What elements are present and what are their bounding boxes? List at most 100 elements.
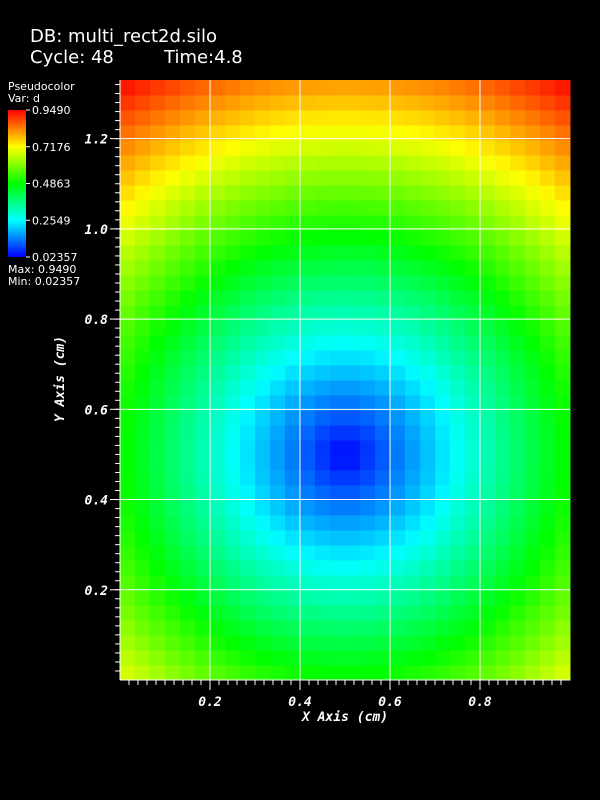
heatmap-cell [540,485,556,501]
heatmap-cell [315,230,331,246]
heatmap-cell [285,500,301,516]
heatmap-cell [150,125,166,141]
heatmap-cell [150,485,166,501]
heatmap-cell [180,530,196,546]
heatmap-cell [120,125,136,141]
heatmap-cell [510,395,526,411]
heatmap-cell [375,635,391,651]
heatmap-cell [435,635,451,651]
heatmap-cell [240,470,256,486]
heatmap-cell [210,335,226,351]
heatmap-cell [435,650,451,666]
heatmap-cell [450,185,466,201]
heatmap-cell [495,515,511,531]
heatmap-cell [375,290,391,306]
heatmap-cell [180,410,196,426]
heatmap-cell [390,470,406,486]
heatmap-cell [195,380,211,396]
heatmap-cell [225,650,241,666]
heatmap-cell [255,440,271,456]
heatmap-cell [120,635,136,651]
heatmap-cell [300,335,316,351]
heatmap-cell [225,110,241,126]
heatmap-cell [360,365,376,381]
heatmap-cell [360,95,376,111]
heatmap-cell [540,650,556,666]
heatmap-cell [165,335,181,351]
heatmap-cell [255,320,271,336]
heatmap-cell [210,515,226,531]
heatmap-cell [120,425,136,441]
heatmap-cell [420,95,436,111]
heatmap-cell [555,380,571,396]
heatmap-cell [150,245,166,261]
heatmap-cell [165,200,181,216]
heatmap-cell [240,80,256,96]
legend-tick-label: 0.02357 [32,251,78,264]
heatmap-cell [375,515,391,531]
heatmap-cell [300,650,316,666]
heatmap-cell [135,590,151,606]
heatmap-cell [525,605,541,621]
heatmap-cell [225,140,241,156]
heatmap-cell [420,620,436,636]
heatmap-cell [300,155,316,171]
heatmap-cell [405,320,421,336]
heatmap-cell [270,215,286,231]
heatmap-cell [465,185,481,201]
heatmap-cell [525,425,541,441]
heatmap-cell [240,380,256,396]
heatmap-cell [135,80,151,96]
heatmap-cell [240,110,256,126]
heatmap-cell [225,305,241,321]
heatmap-cell [315,95,331,111]
heatmap-cell [360,290,376,306]
heatmap-cell [465,545,481,561]
heatmap-cell [315,665,331,681]
heatmap-cell [195,500,211,516]
heatmap-cell [525,635,541,651]
heatmap-cell [375,425,391,441]
heatmap-cell [315,140,331,156]
heatmap-cell [555,215,571,231]
heatmap-cell [375,80,391,96]
heatmap-cell [540,440,556,456]
heatmap-cell [225,410,241,426]
heatmap-cell [240,665,256,681]
heatmap-cell [210,470,226,486]
heatmap-cell [135,650,151,666]
heatmap-cell [195,155,211,171]
heatmap-cell [195,515,211,531]
heatmap-cell [150,590,166,606]
heatmap-cell [375,485,391,501]
heatmap-cell [210,170,226,186]
heatmap-cell [480,320,496,336]
heatmap-cell [435,380,451,396]
heatmap-cell [180,275,196,291]
heatmap-cell [300,320,316,336]
heatmap-cell [135,410,151,426]
heatmap-cell [360,200,376,216]
heatmap-cell [180,665,196,681]
heatmap-cell [465,215,481,231]
heatmap-cell [375,560,391,576]
heatmap-cell [210,530,226,546]
heatmap-cell [300,185,316,201]
heatmap-cell [195,545,211,561]
heatmap-cell [165,170,181,186]
heatmap-cell [285,110,301,126]
heatmap-cell [135,230,151,246]
heatmap-cell [135,500,151,516]
heatmap-cell [555,395,571,411]
heatmap-cell [330,290,346,306]
heatmap-cell [255,545,271,561]
heatmap-cell [405,545,421,561]
heatmap-cell [180,80,196,96]
heatmap-cell [120,665,136,681]
heatmap-cell [270,485,286,501]
heatmap-cell [390,230,406,246]
heatmap-cell [555,155,571,171]
heatmap-cell [435,440,451,456]
heatmap-cell [120,245,136,261]
heatmap-cell [165,95,181,111]
